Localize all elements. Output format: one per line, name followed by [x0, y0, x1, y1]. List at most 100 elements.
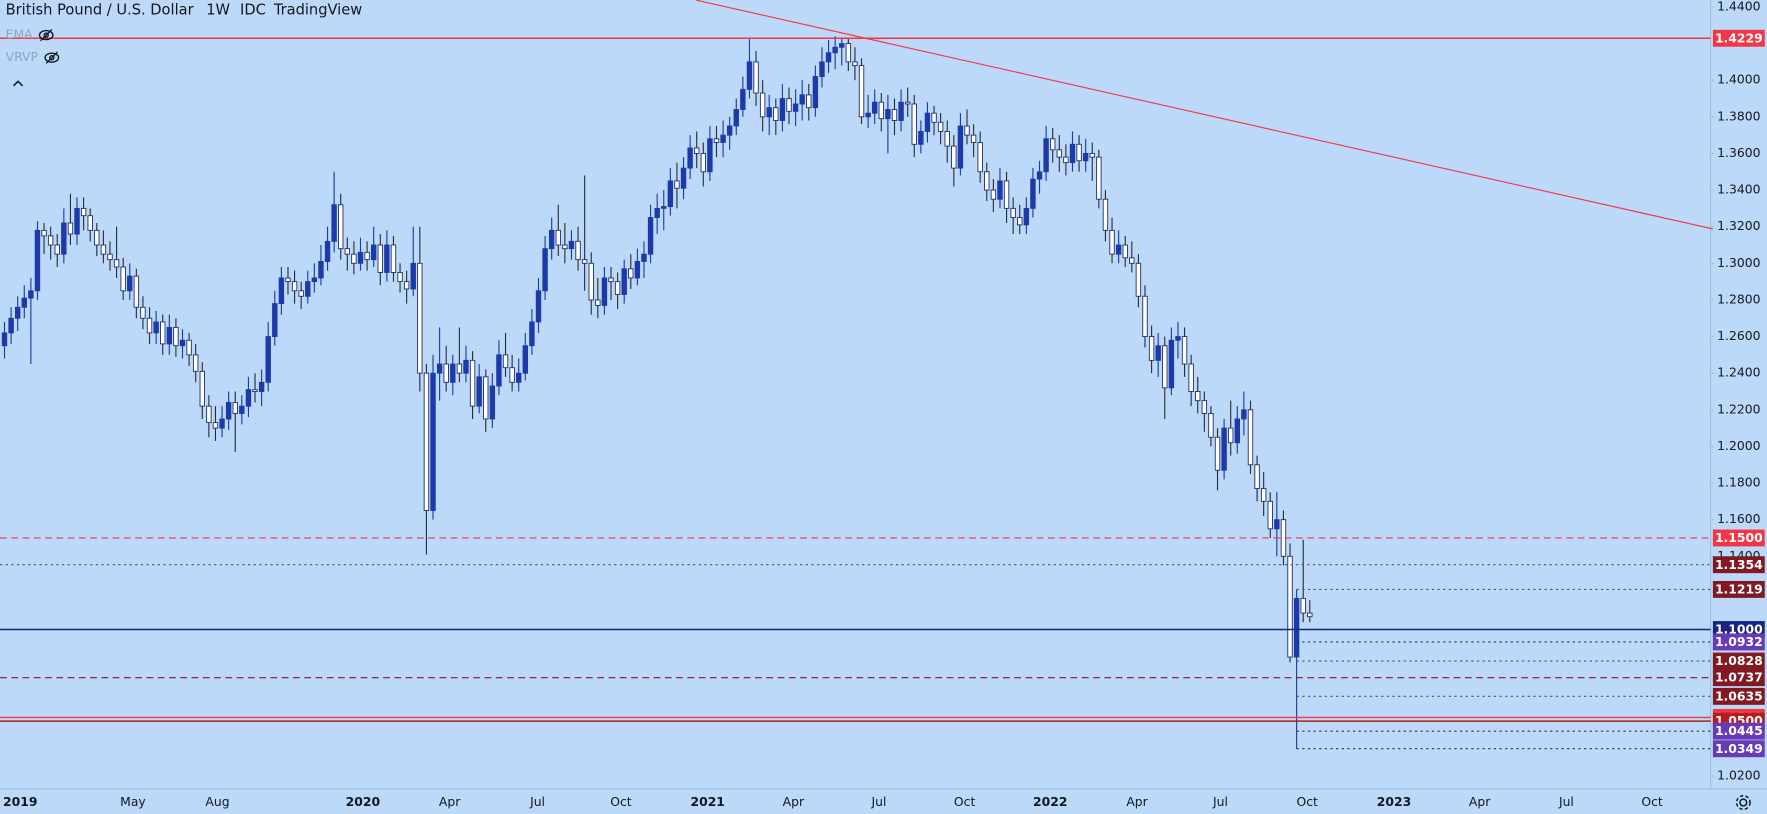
indicator-name[interactable]: EMA — [6, 27, 33, 42]
candle-body — [1254, 464, 1260, 489]
source: IDC — [240, 1, 266, 18]
candle-body — [1227, 427, 1234, 444]
candle-body — [555, 229, 561, 246]
level-label-bg — [1712, 633, 1765, 651]
candle-body — [430, 372, 436, 511]
candle-body — [845, 43, 852, 63]
x-tick-label: Apr — [439, 794, 461, 809]
x-tick-label: 2019 — [3, 794, 37, 809]
candle-body — [786, 98, 792, 112]
candle-body — [298, 290, 304, 297]
candle-body — [1122, 244, 1128, 259]
candle-body — [641, 253, 647, 262]
candle-body — [885, 109, 891, 120]
candle-body — [1155, 345, 1161, 361]
candle-body — [463, 359, 469, 374]
level-label: 1.1000 — [1715, 622, 1763, 637]
indicator-name[interactable]: VRVP — [6, 49, 39, 64]
candle-body — [28, 290, 34, 299]
candle-body — [47, 235, 54, 246]
y-tick-label: 1.2200 — [1717, 401, 1760, 416]
level-label: 1.0445 — [1715, 723, 1763, 738]
hidden-icon[interactable] — [38, 29, 54, 42]
candle-body — [634, 261, 641, 279]
candle-body — [924, 112, 931, 132]
candle-body — [265, 336, 271, 383]
candle-body — [713, 138, 720, 143]
candle-body — [588, 262, 594, 301]
candle-body — [799, 94, 805, 105]
candle-body — [674, 180, 680, 189]
candle-body — [1181, 336, 1188, 365]
candle-body — [997, 180, 1003, 200]
y-tick-label: 1.4000 — [1717, 72, 1760, 87]
candle-body — [628, 268, 634, 279]
x-tick-label: Oct — [1297, 794, 1319, 809]
candle-body — [1247, 409, 1254, 466]
y-tick-label: 1.3000 — [1717, 255, 1760, 270]
y-tick-label: 1.1600 — [1717, 511, 1760, 526]
candle-body — [904, 101, 911, 105]
candle-body — [1307, 612, 1313, 618]
x-tick-label: Apr — [1126, 794, 1148, 809]
candle-body — [1267, 500, 1273, 530]
level-label: 1.1219 — [1715, 581, 1763, 596]
x-tick-label: 2021 — [690, 794, 724, 809]
y-tick-label: 1.4400 — [1717, 0, 1760, 13]
candles — [1, 36, 1313, 749]
candle-body — [146, 317, 153, 334]
candle-body — [608, 277, 614, 283]
candle-body — [601, 277, 608, 306]
y-tick-label: 1.3600 — [1717, 145, 1760, 160]
level-label-bg — [1712, 580, 1765, 598]
x-tick-label: Oct — [954, 794, 976, 809]
hidden-icon[interactable] — [44, 51, 60, 64]
candle-body — [377, 244, 383, 273]
candle-body — [450, 363, 456, 383]
candle-body — [1260, 488, 1267, 502]
candle-body — [423, 372, 430, 511]
candle-body — [272, 303, 278, 338]
collapse-button[interactable] — [12, 80, 24, 87]
candle-body — [291, 281, 298, 292]
candle-body — [173, 326, 179, 347]
settings-button[interactable] — [1735, 795, 1751, 811]
candle-body — [977, 142, 983, 173]
interval: 1W — [206, 1, 230, 18]
candle-body — [951, 145, 957, 169]
candle-body — [133, 275, 140, 308]
candle-body — [67, 222, 74, 235]
x-tick-label: 2023 — [1377, 794, 1411, 809]
candle-body — [324, 240, 331, 262]
candle-body — [483, 376, 489, 420]
x-tick-label: Oct — [610, 794, 632, 809]
candle-body — [41, 229, 47, 237]
level-label-bg — [1712, 740, 1765, 758]
x-tick-label: 2020 — [346, 794, 381, 809]
candle-body — [891, 109, 898, 121]
x-tick-label: Jul — [1212, 794, 1228, 809]
candle-body — [1214, 436, 1221, 471]
price-axis: 1.4400 1.4000 1.3800 1.3600 1.3400 1.3200 1.30… — [1710, 0, 1761, 783]
candle-body — [94, 229, 100, 246]
legend: British Pound / U.S. Dollar 1W IDC Tradi… — [6, 1, 362, 87]
level-label-bg — [1712, 669, 1765, 687]
candle-body — [212, 422, 219, 429]
candle-body — [661, 206, 667, 209]
candle-body — [1, 332, 8, 347]
candle-body — [120, 266, 126, 292]
x-tick-label: 2022 — [1033, 794, 1067, 809]
candle-body — [436, 363, 443, 374]
candle-body — [219, 418, 225, 429]
candle-body — [812, 76, 819, 109]
candle-body — [1168, 339, 1175, 389]
x-tick-label: Aug — [205, 794, 229, 809]
candle-body — [759, 92, 766, 118]
candle-body — [34, 229, 41, 292]
candle-body — [509, 367, 515, 383]
level-label-bg — [1712, 556, 1765, 574]
x-tick-label: Jul — [871, 794, 887, 809]
